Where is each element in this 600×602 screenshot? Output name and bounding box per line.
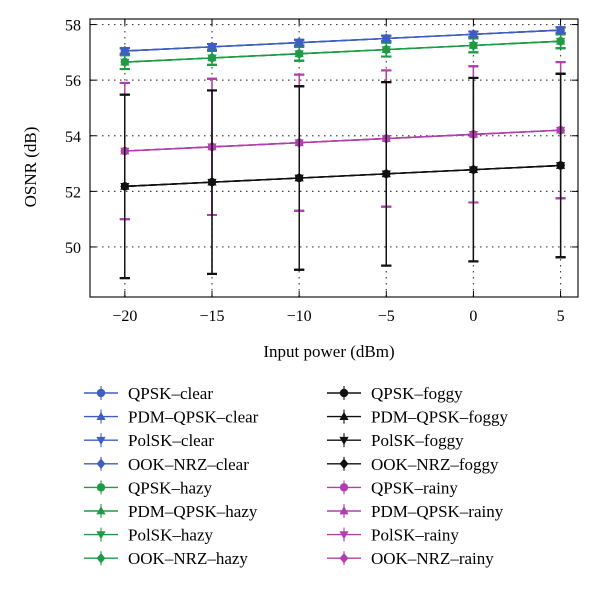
data-point — [294, 173, 304, 183]
legend-marker — [96, 411, 106, 420]
legend-marker — [96, 506, 106, 515]
x-tick-label: −5 — [378, 308, 395, 325]
data-point — [382, 34, 391, 43]
legend-label: PolSK–rainy — [371, 526, 459, 545]
data-point — [469, 30, 478, 39]
series-line — [124, 29, 561, 52]
legend-label: OOK–NRZ–clear — [128, 455, 249, 474]
data-point — [207, 42, 217, 51]
legend-label: PDM–QPSK–clear — [128, 408, 259, 427]
legend-item: QPSK–clear — [84, 384, 213, 403]
series-qpsk-foggy — [119, 72, 566, 280]
data-point — [120, 57, 130, 67]
y-tick-label: 52 — [65, 184, 81, 201]
data-point — [382, 169, 391, 179]
legend-item: PDM–QPSK–clear — [84, 408, 259, 427]
series-qpsk-clear — [119, 25, 566, 56]
legend-marker — [96, 388, 106, 398]
legend-item: QPSK–hazy — [84, 478, 213, 497]
legend-item: PDM–QPSK–foggy — [327, 408, 508, 427]
legend-item: PDM–QPSK–rainy — [327, 502, 504, 521]
y-tick-label: 58 — [65, 18, 81, 35]
legend-label: QPSK–rainy — [371, 478, 458, 497]
legend-item: OOK–NRZ–clear — [84, 455, 249, 474]
x-tick-label: −20 — [112, 308, 137, 325]
legend-marker — [339, 411, 349, 420]
legend-marker — [96, 458, 106, 470]
plot-area: −20 −15 −10 −5 0 5 50 52 54 56 58 — [65, 18, 579, 325]
data-point — [294, 49, 304, 58]
data-point — [556, 37, 565, 46]
legend-marker — [339, 552, 349, 564]
legend-marker — [96, 483, 106, 492]
legend-marker — [339, 483, 349, 492]
legend-label: QPSK–clear — [128, 384, 213, 403]
legend-label: PolSK–clear — [128, 431, 214, 450]
legend-item: QPSK–rainy — [327, 478, 458, 497]
data-point — [120, 182, 130, 191]
data-point — [469, 165, 478, 174]
data-point — [382, 45, 391, 54]
series-qpsk-hazy — [119, 33, 566, 71]
legend-label: QPSK–foggy — [371, 384, 463, 403]
data-point — [556, 25, 565, 35]
data-point — [207, 53, 217, 63]
legend-label: PolSK–foggy — [371, 431, 464, 450]
legend-label: OOK–NRZ–hazy — [128, 549, 248, 568]
legend-item: OOK–NRZ–hazy — [84, 549, 248, 568]
series-line — [124, 40, 561, 63]
legend-label: PDM–QPSK–hazy — [128, 502, 258, 521]
x-tick-label: −10 — [287, 308, 312, 325]
x-axis-label: Input power (dBm) — [263, 342, 394, 361]
legend-label: QPSK–hazy — [128, 478, 213, 497]
legend: QPSK–clear PDM–QPSK–clear PolSK–clear OOK–N… — [84, 384, 508, 568]
y-tick-label: 50 — [65, 240, 81, 257]
legend-item: PolSK–hazy — [84, 526, 214, 545]
y-tick-label: 56 — [65, 73, 81, 90]
data-point — [120, 46, 130, 56]
data-point — [469, 41, 478, 50]
x-tick-label: 0 — [469, 308, 477, 325]
legend-marker — [96, 552, 106, 564]
legend-marker — [96, 436, 106, 446]
legend-label: PDM–QPSK–foggy — [371, 408, 508, 427]
series-pdm-qpsk-clear — [119, 25, 566, 55]
legend-marker — [96, 531, 106, 540]
x-tick-label: 5 — [557, 308, 565, 325]
legend-marker — [339, 388, 349, 398]
legend-marker — [339, 506, 349, 515]
legend-item: PolSK–rainy — [327, 526, 459, 545]
x-tick-label: −15 — [199, 308, 224, 325]
data-point — [556, 161, 565, 170]
legend-item: PDM–QPSK–hazy — [84, 502, 258, 521]
series-line — [124, 129, 561, 152]
y-tick-label: 54 — [65, 129, 81, 146]
series-line — [124, 164, 561, 188]
legend-label: PDM–QPSK–rainy — [371, 502, 504, 521]
legend-item: PolSK–clear — [84, 431, 214, 450]
legend-label: OOK–NRZ–rainy — [371, 549, 494, 568]
legend-label: PolSK–hazy — [128, 526, 214, 545]
data-point — [294, 38, 304, 47]
series-qpsk-rainy — [119, 61, 566, 221]
legend-item: QPSK–foggy — [327, 384, 463, 403]
legend-item: OOK–NRZ–foggy — [327, 455, 499, 474]
legend-marker — [339, 458, 349, 470]
legend-item: OOK–NRZ–rainy — [327, 549, 494, 568]
legend-label: OOK–NRZ–foggy — [371, 455, 499, 474]
legend-item: PolSK–foggy — [327, 431, 464, 450]
data-point — [207, 177, 217, 187]
y-axis-label: OSNR (dB) — [21, 127, 40, 208]
legend-marker — [339, 531, 349, 540]
axes-frame — [89, 18, 579, 298]
legend-marker — [339, 436, 349, 446]
